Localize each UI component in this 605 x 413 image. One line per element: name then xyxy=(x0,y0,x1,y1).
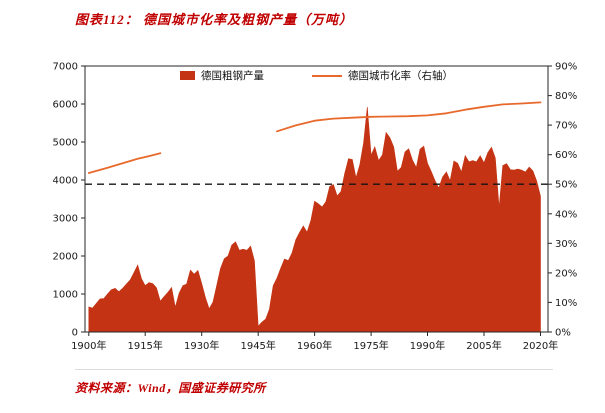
steel-area-series xyxy=(88,106,541,333)
left-axis-label: 3000 xyxy=(53,214,78,225)
left-axis-label: 1000 xyxy=(53,290,78,301)
x-axis-label: 1975年 xyxy=(353,339,388,352)
x-axis-label: 1930年 xyxy=(184,339,219,352)
figure-source: 资料来源：Wind，国盛证券研究所 xyxy=(75,369,553,396)
right-axis-label: 20% xyxy=(555,268,577,279)
legend-label-steel: 德国粗钢产量 xyxy=(201,70,264,82)
steel-area-swatch-icon xyxy=(180,71,195,80)
urbanization-line-segment-0 xyxy=(87,152,162,174)
right-axis-label: 10% xyxy=(555,298,577,309)
left-axis-label: 6000 xyxy=(53,100,78,111)
right-axis-label: 50% xyxy=(555,180,577,191)
chart-legend: 德国粗钢产量 德国城市化率（右轴） xyxy=(85,68,548,83)
right-axis-label: 70% xyxy=(555,121,577,132)
plot-svg: 0 1000 2000 3000 4000 5000 6000 7000 0% 10% 20% 30%… xyxy=(53,62,578,353)
legend-item-urban: 德国城市化率（右轴） xyxy=(312,68,453,83)
urban-line-swatch-icon xyxy=(312,74,342,77)
right-axis-label: 60% xyxy=(555,150,577,161)
legend-label-urban: 德国城市化率（右轴） xyxy=(348,70,453,82)
right-axis-label: 0% xyxy=(555,328,571,339)
right-axis-label: 30% xyxy=(555,239,577,250)
x-axis-label: 1945年 xyxy=(240,339,275,352)
left-axis-label: 0 xyxy=(72,328,78,339)
x-axis-label: 1960年 xyxy=(297,339,332,352)
right-axis-label: 80% xyxy=(555,91,577,102)
x-axis-label: 2020年 xyxy=(523,339,558,352)
plot-border xyxy=(84,65,549,333)
urbanization-line-segment-1 xyxy=(276,101,542,133)
left-axis-label: 4000 xyxy=(53,176,78,187)
x-axis-label: 1900年 xyxy=(71,339,106,352)
x-axis-label: 2005年 xyxy=(466,339,501,352)
figure-title: 图表112： 德国城市化率及粗钢产量（万吨） xyxy=(75,12,354,27)
right-axis-label: 40% xyxy=(555,209,577,220)
left-axis-label: 7000 xyxy=(53,62,78,73)
left-axis-label: 2000 xyxy=(53,252,78,263)
x-axis-label: 1990年 xyxy=(410,339,445,352)
x-axis-label: 1915年 xyxy=(127,339,162,352)
left-axis-label: 5000 xyxy=(53,138,78,149)
legend-item-steel: 德国粗钢产量 xyxy=(180,68,264,83)
right-axis-label: 90% xyxy=(555,62,577,73)
source-text: 资料来源：Wind，国盛证券研究所 xyxy=(75,381,266,395)
